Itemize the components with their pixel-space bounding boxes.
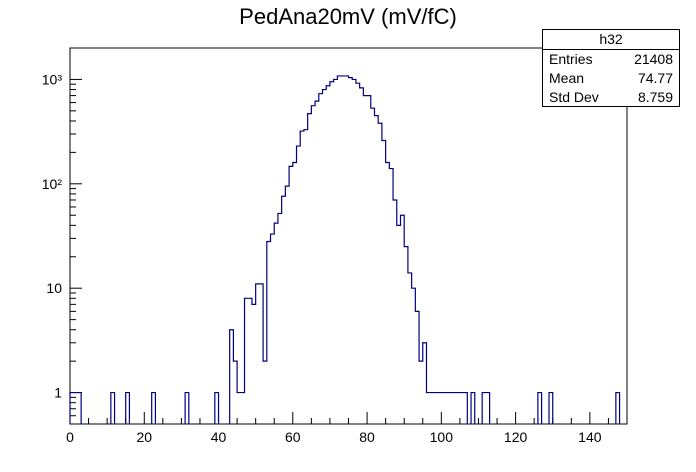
stats-value: 21408	[634, 51, 673, 67]
x-tick-label: 140	[578, 429, 602, 445]
chart-title: PedAna20mV (mV/fC)	[239, 4, 457, 29]
stats-label: Std Dev	[549, 89, 599, 105]
x-tick-label: 40	[211, 429, 227, 445]
x-tick-label: 120	[504, 429, 528, 445]
y-tick-label: 10²	[42, 176, 63, 192]
y-tick-label: 10	[46, 280, 62, 296]
x-tick-label: 100	[430, 429, 454, 445]
x-tick-label: 0	[66, 429, 74, 445]
x-tick-label: 80	[359, 429, 375, 445]
stats-value: 74.77	[637, 70, 673, 86]
stats-row-entries: Entries 21408	[543, 50, 679, 69]
y-tick-label: 1	[54, 385, 62, 401]
stats-label: Entries	[549, 51, 593, 67]
stats-row-stddev: Std Dev 8.759	[543, 88, 679, 107]
stats-value: 8.759	[637, 89, 673, 105]
histogram-line	[69, 75, 621, 424]
x-tick-label: 20	[136, 429, 152, 445]
x-tick-label: 60	[285, 429, 301, 445]
y-tick-label: 10³	[42, 71, 63, 87]
stats-label: Mean	[549, 70, 585, 86]
stats-box: h32 Entries 21408 Mean 74.77 Std Dev 8.7…	[542, 29, 680, 107]
stats-row-mean: Mean 74.77	[543, 69, 679, 88]
stats-title: h32	[543, 30, 679, 50]
